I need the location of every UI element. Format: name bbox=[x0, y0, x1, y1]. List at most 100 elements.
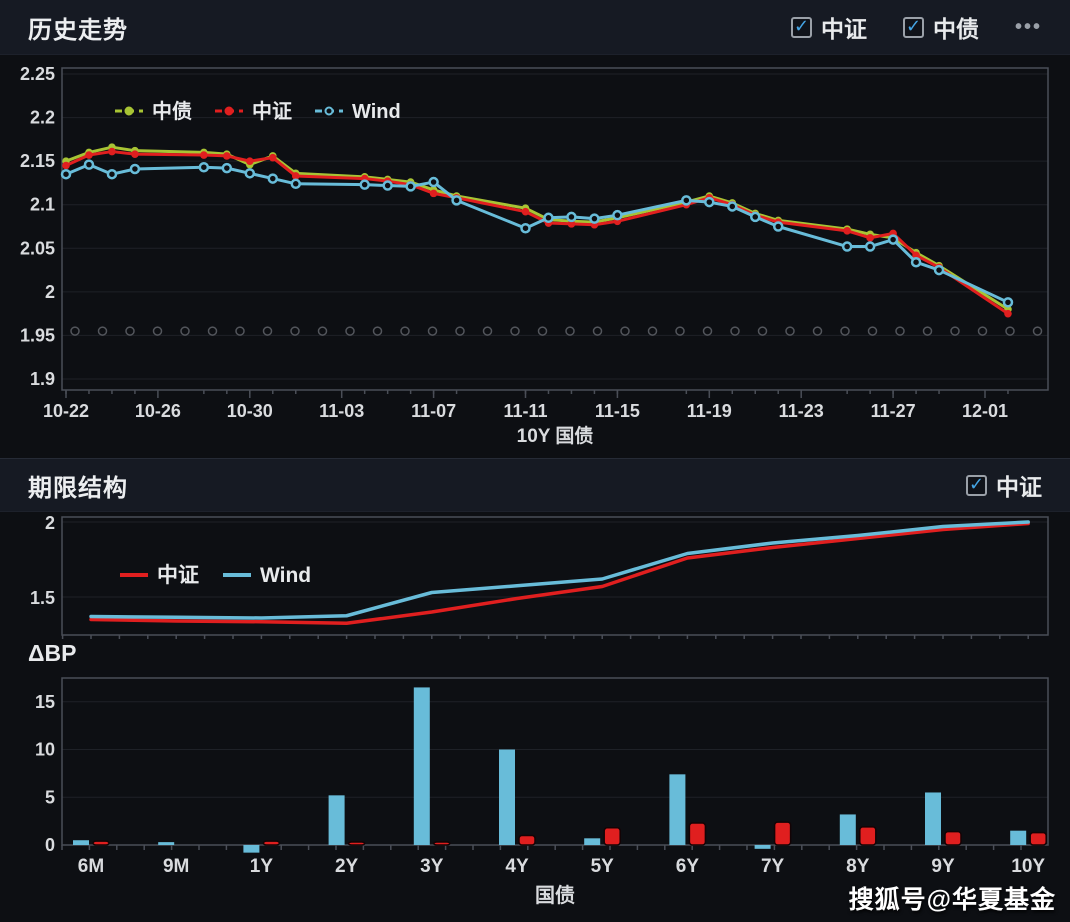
svg-text:11-11: 11-11 bbox=[503, 401, 547, 421]
bar-wind-2Y[interactable] bbox=[328, 795, 345, 845]
checkbox-zhongzheng-label: 中证 bbox=[820, 16, 867, 42]
svg-text:中证: 中证 bbox=[252, 99, 292, 123]
svg-text:6Y: 6Y bbox=[676, 856, 700, 877]
checkbox-zhongzheng[interactable]: ✓ 中证 bbox=[790, 10, 867, 44]
checkbox-zhongzhai-box[interactable]: ✓ bbox=[902, 16, 924, 38]
term-legend-item-Wind[interactable]: Wind bbox=[223, 564, 311, 587]
term-section-title: 期限结构 bbox=[28, 474, 128, 502]
svg-text:2.15: 2.15 bbox=[20, 151, 55, 171]
term-legend-item-中证[interactable]: 中证 bbox=[120, 564, 199, 587]
svg-text:15: 15 bbox=[35, 692, 55, 712]
svg-text:5Y: 5Y bbox=[591, 856, 615, 877]
checkbox-zhongzheng-box[interactable]: ✓ bbox=[790, 16, 812, 38]
bar-zhongzheng-4Y[interactable] bbox=[518, 834, 536, 846]
svg-text:国债: 国债 bbox=[535, 883, 575, 907]
svg-text:11-15: 11-15 bbox=[595, 401, 640, 421]
svg-text:2.25: 2.25 bbox=[20, 64, 55, 84]
svg-text:2.05: 2.05 bbox=[20, 238, 55, 258]
svg-text:0: 0 bbox=[45, 835, 55, 855]
svg-text:1Y: 1Y bbox=[250, 856, 274, 877]
term-chart-zone: 2 1.5 中证 Wind ΔBP 15 10 5 0 6M 9M 1Y 2Y 3Y 4Y 5Y 6Y 7Y 8… bbox=[0, 512, 1070, 922]
bar-wind-3Y[interactable] bbox=[413, 687, 430, 845]
svg-text:10Y: 10Y bbox=[1011, 856, 1045, 877]
delta-bp-label: ΔBP bbox=[28, 640, 77, 666]
checkbox-zhongzhai-label: 中债 bbox=[932, 16, 979, 42]
svg-text:11-19: 11-19 bbox=[687, 401, 732, 421]
term-series-中证 bbox=[89, 521, 1030, 625]
delta-bp-bar-chart[interactable]: 15 10 5 0 6M 9M 1Y 2Y 3Y 4Y 5Y 6Y 7Y 8Y 9Y 10Y 国债 bbox=[0, 644, 1070, 922]
bar-zhongzheng-9Y[interactable] bbox=[944, 830, 962, 846]
checkbox-term-zhongzheng-label: 中证 bbox=[996, 474, 1042, 500]
bar-zhongzheng-8Y[interactable] bbox=[859, 826, 877, 846]
bar-zhongzheng-10Y[interactable] bbox=[1029, 831, 1047, 846]
term-header-controls: ✓ 中证 bbox=[966, 468, 1042, 502]
svg-text:5: 5 bbox=[45, 787, 55, 807]
check-icon: ✓ bbox=[793, 16, 810, 36]
more-options-icon[interactable]: ••• bbox=[1014, 16, 1042, 38]
term-section-header: 期限结构 ✓ 中证 bbox=[0, 458, 1070, 512]
svg-text:2.2: 2.2 bbox=[30, 108, 55, 128]
svg-text:中证: 中证 bbox=[157, 564, 199, 587]
svg-text:9Y: 9Y bbox=[931, 856, 955, 877]
svg-text:1.9: 1.9 bbox=[30, 369, 55, 389]
svg-text:11-23: 11-23 bbox=[779, 401, 824, 421]
bar-zhongzheng-6Y[interactable] bbox=[688, 822, 707, 846]
svg-text:2: 2 bbox=[45, 282, 55, 302]
watermark: 搜狐号@华夏基金 bbox=[848, 886, 1056, 914]
svg-text:中债: 中债 bbox=[152, 99, 192, 123]
svg-text:12-01: 12-01 bbox=[962, 401, 1008, 421]
checkbox-term-zhongzheng-box[interactable]: ✓ bbox=[966, 474, 987, 496]
svg-text:1.95: 1.95 bbox=[20, 325, 55, 345]
bar-zhongzheng-5Y[interactable] bbox=[603, 827, 621, 846]
bar-wind-1Y[interactable] bbox=[243, 845, 260, 853]
term-series-Wind bbox=[89, 520, 1030, 620]
bar-wind-9Y[interactable] bbox=[925, 792, 941, 845]
history-section-header: 历史走势 ✓ 中证 ✓ 中债 ••• bbox=[0, 0, 1070, 55]
svg-text:8Y: 8Y bbox=[846, 856, 870, 877]
svg-text:Wind: Wind bbox=[352, 101, 401, 123]
history-section-title: 历史走势 bbox=[28, 16, 128, 44]
svg-text:10: 10 bbox=[35, 740, 55, 760]
history-header-controls: ✓ 中证 ✓ 中债 ••• bbox=[790, 10, 1042, 44]
bar-wind-7Y[interactable] bbox=[754, 845, 771, 849]
history-chart-zone: 2.25 2.2 2.15 2.1 2.05 2 1.95 1.9 10-22 10-26 10-3… bbox=[0, 55, 1070, 458]
bar-wind-5Y[interactable] bbox=[584, 838, 601, 845]
legend-item-中债[interactable]: 中债 bbox=[115, 99, 192, 123]
legend-item-Wind[interactable]: Wind bbox=[315, 101, 401, 123]
bar-zhongzheng-6M[interactable] bbox=[92, 840, 110, 846]
checkbox-zhongzhai[interactable]: ✓ 中债 bbox=[902, 10, 979, 44]
svg-text:2.1: 2.1 bbox=[30, 195, 55, 215]
svg-text:10Y 国债: 10Y 国债 bbox=[517, 424, 594, 447]
svg-text:7Y: 7Y bbox=[761, 856, 785, 877]
svg-text:11-07: 11-07 bbox=[411, 401, 456, 421]
bar-zhongzheng-7Y[interactable] bbox=[773, 821, 792, 846]
svg-text:10-26: 10-26 bbox=[135, 401, 181, 421]
bar-wind-6M[interactable] bbox=[73, 840, 89, 845]
svg-text:2Y: 2Y bbox=[335, 856, 359, 877]
check-icon: ✓ bbox=[968, 474, 985, 494]
bar-wind-6Y[interactable] bbox=[669, 774, 686, 845]
series-wind bbox=[60, 159, 1014, 308]
bar-wind-10Y[interactable] bbox=[1010, 830, 1027, 845]
bar-wind-8Y[interactable] bbox=[839, 814, 856, 845]
term-structure-line-chart[interactable]: 2 1.5 中证 Wind bbox=[0, 512, 1070, 644]
svg-text:6M: 6M bbox=[78, 856, 104, 877]
checkbox-term-zhongzheng[interactable]: ✓ 中证 bbox=[966, 468, 1042, 502]
svg-text:10-22: 10-22 bbox=[43, 401, 89, 421]
svg-text:4Y: 4Y bbox=[505, 856, 529, 877]
svg-text:Wind: Wind bbox=[260, 564, 311, 587]
bar-zhongzheng-2Y[interactable] bbox=[347, 841, 366, 846]
bar-wind-4Y[interactable] bbox=[499, 749, 515, 846]
history-line-chart[interactable]: 2.25 2.2 2.15 2.1 2.05 2 1.95 1.9 10-22 10-26 10-3… bbox=[0, 55, 1070, 458]
svg-text:9M: 9M bbox=[163, 856, 189, 877]
svg-text:3Y: 3Y bbox=[420, 856, 444, 877]
bar-zhongzheng-1Y[interactable] bbox=[262, 840, 281, 846]
bar-zhongzheng-3Y[interactable] bbox=[433, 841, 451, 846]
bar-wind-9M[interactable] bbox=[158, 842, 175, 845]
svg-text:11-27: 11-27 bbox=[871, 401, 916, 421]
check-icon: ✓ bbox=[905, 16, 922, 36]
svg-text:2: 2 bbox=[45, 513, 55, 533]
legend-item-中证[interactable]: 中证 bbox=[215, 99, 292, 123]
svg-text:1.5: 1.5 bbox=[30, 588, 55, 608]
svg-text:10-30: 10-30 bbox=[227, 401, 273, 421]
